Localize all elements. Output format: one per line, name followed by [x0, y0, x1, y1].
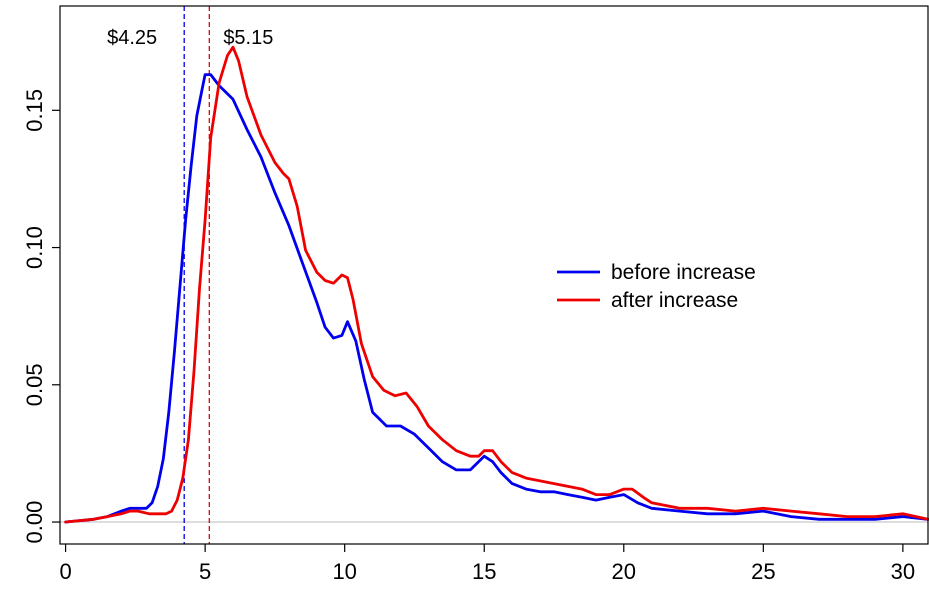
legend-label: after increase [611, 289, 738, 312]
x-tick-label: 5 [199, 559, 211, 584]
x-tick-label: 0 [59, 559, 71, 584]
x-tick-label: 30 [891, 559, 915, 584]
legend-label: before increase [611, 261, 756, 284]
x-tick-label: 15 [472, 559, 496, 584]
reference-label: $4.25 [107, 27, 157, 49]
plot-frame [59, 5, 929, 545]
y-tick-label: 0.10 [22, 226, 47, 269]
x-tick-label: 20 [612, 559, 636, 584]
x-tick-label: 10 [332, 559, 356, 584]
y-tick-label: 0.15 [22, 89, 47, 132]
y-tick-label: 0.00 [22, 501, 47, 544]
series-line-1 [64, 45, 929, 524]
y-tick-label: 0.05 [22, 363, 47, 406]
reference-label: $5.15 [223, 27, 273, 49]
x-tick-label: 25 [751, 559, 775, 584]
series-line-0 [64, 73, 929, 524]
